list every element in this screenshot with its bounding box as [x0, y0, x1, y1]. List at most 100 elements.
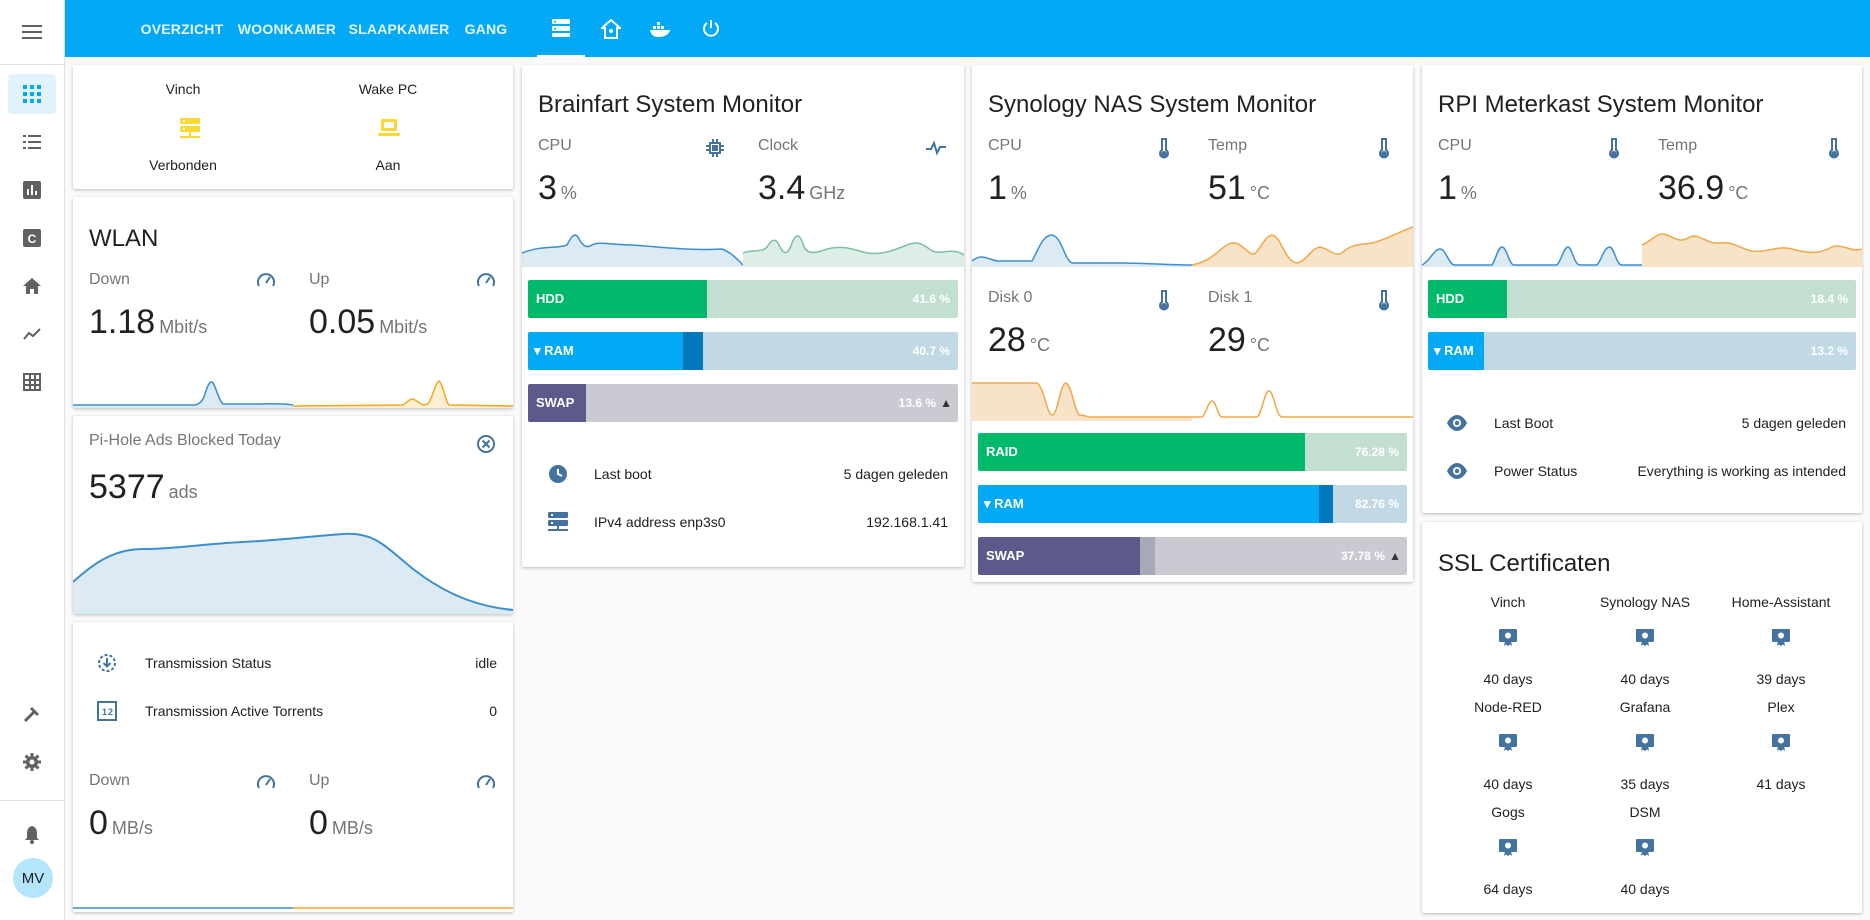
list-icon: [23, 135, 41, 149]
thermometer-icon: [1829, 138, 1839, 159]
ssl-days: 40 days: [1483, 776, 1533, 792]
bar-hdd[interactable]: HDD 41.6 %: [528, 280, 958, 318]
cpu-value: 3%: [538, 169, 577, 207]
last-boot-value: 5 dagen geleden: [843, 466, 948, 482]
speedometer-icon: [257, 775, 275, 789]
sidebar-item-developer-tools[interactable]: [8, 694, 56, 734]
menu-button[interactable]: [0, 0, 64, 65]
power-status-value: Everything is working as intended: [1637, 463, 1846, 479]
docker-icon: [650, 21, 670, 37]
certificate-icon[interactable]: [1635, 627, 1655, 647]
bar-hdd[interactable]: HDD 18.4 %: [1428, 280, 1856, 318]
certificate-icon[interactable]: [1635, 732, 1655, 752]
bar-swap[interactable]: SWAP 13.6 % ▲: [528, 384, 958, 422]
tab-gang[interactable]: GANG: [464, 20, 508, 37]
certificate-icon[interactable]: [1498, 732, 1518, 752]
sidebar-divider: [0, 800, 65, 801]
card-title: Synology NAS System Monitor: [988, 91, 1317, 118]
down-value: 1.18 Mbit/s: [89, 303, 208, 341]
avatar[interactable]: MV: [13, 858, 53, 898]
disk1-label: Disk 1: [1208, 289, 1253, 306]
up-label: Up: [309, 772, 330, 789]
ip-label: IPv4 address enp3s0: [594, 514, 726, 530]
grid-icon: [23, 85, 41, 103]
certificate-icon[interactable]: [1498, 837, 1518, 857]
sidebar-item-home[interactable]: [8, 266, 56, 306]
sidebar-item-settings[interactable]: [8, 742, 56, 782]
ssl-days: 40 days: [1620, 671, 1670, 687]
home-assistant-icon: [601, 18, 621, 39]
speedometer-icon: [477, 775, 495, 789]
sidebar-item-overview[interactable]: [8, 74, 56, 114]
certificate-icon[interactable]: [1771, 627, 1791, 647]
down-value: 0 MB/s: [89, 804, 153, 842]
card-title: RPI Meterkast System Monitor: [1438, 91, 1764, 118]
top-toolbar: OVERZICHT WOONKAMER SLAAPKAMER GANG: [65, 0, 1870, 57]
menu-icon: [22, 25, 42, 39]
synology-disk-sparkline: [972, 382, 1413, 421]
thermometer-icon: [1159, 290, 1169, 311]
pihole-sparkline: [73, 532, 513, 614]
sidebar-item-configurator[interactable]: C: [8, 218, 56, 258]
disk0-label: Disk 0: [988, 289, 1033, 306]
temp-label: Temp: [1658, 137, 1698, 154]
download-circle-icon: [98, 654, 116, 672]
toggle-name-wake-pc: Wake PC: [358, 81, 418, 97]
bar-percent: 13.2 %: [1810, 344, 1848, 358]
tab-overzicht[interactable]: OVERZICHT: [140, 20, 224, 37]
tab-slaapkamer[interactable]: SLAAPKAMER: [348, 20, 450, 37]
tab-server[interactable]: [537, 0, 585, 57]
pulse-icon: [926, 140, 946, 156]
card-title: Brainfart System Monitor: [538, 91, 803, 118]
power-status-label: Power Status: [1494, 463, 1578, 479]
card-title: WLAN: [89, 225, 159, 252]
tab-docker[interactable]: [637, 0, 685, 57]
thermometer-icon: [1379, 290, 1389, 311]
tab-power[interactable]: [687, 0, 735, 57]
ssl-name: Gogs: [1491, 804, 1525, 820]
close-circle-outline-icon: [477, 435, 495, 453]
ssl-name: Home-Assistant: [1731, 594, 1831, 610]
ssl-name: Vinch: [1490, 594, 1526, 610]
bar-percent: 82.76 %: [1354, 497, 1399, 511]
laptop-icon[interactable]: [378, 118, 400, 138]
home-icon: [23, 278, 41, 294]
bar-percent: 37.78 %: [1340, 549, 1385, 563]
ssl-name: Plex: [1767, 699, 1795, 715]
power-icon: [703, 19, 719, 37]
up-value: 0 MB/s: [309, 804, 373, 842]
bar-ram[interactable]: ▾ RAM 13.2 %: [1428, 332, 1856, 370]
ssl-days: 35 days: [1620, 776, 1670, 792]
certificate-icon[interactable]: [1771, 732, 1791, 752]
tab-home-assistant[interactable]: [587, 0, 635, 57]
certificate-icon[interactable]: [1498, 627, 1518, 647]
sidebar-item-history[interactable]: [8, 170, 56, 210]
bar-label: RAID: [986, 444, 1018, 459]
card-title: SSL Certificaten: [1438, 550, 1611, 577]
transmission-status-value: idle: [475, 655, 497, 671]
bar-ram[interactable]: ▾ RAM 40.7 %: [528, 332, 958, 370]
rpi-sparkline: [1422, 233, 1862, 267]
ssl-name: DSM: [1629, 804, 1661, 820]
ssl-days: 40 days: [1620, 881, 1670, 897]
tab-woonkamer[interactable]: WOONKAMER: [237, 20, 337, 37]
brainfart-sparkline: [522, 234, 964, 267]
bar-label: ▾ RAM: [984, 496, 1024, 511]
clock-value: 3.4 GHz: [758, 169, 846, 207]
down-label: Down: [89, 271, 130, 288]
ssl-days: 40 days: [1483, 671, 1533, 687]
sidebar-item-table[interactable]: [8, 362, 56, 402]
toggle-state-wake-pc: Aan: [375, 157, 401, 173]
sidebar-item-notifications[interactable]: [8, 815, 56, 855]
bar-raid[interactable]: RAID 76.28 %: [978, 433, 1407, 471]
bar-swap[interactable]: SWAP 37.78 % ▲: [978, 537, 1407, 575]
certificate-icon[interactable]: [1635, 837, 1655, 857]
eye-icon: [1447, 415, 1467, 431]
server-network-icon[interactable]: [180, 118, 200, 140]
sidebar-item-grafana[interactable]: [8, 314, 56, 354]
bar-ram[interactable]: ▾ RAM 82.76 %: [978, 485, 1407, 523]
down-label: Down: [89, 772, 130, 789]
last-boot-value: 5 dagen geleden: [1741, 415, 1846, 431]
wlan-card: WLAN Down 1.18 Mbit/s Up 0.05 Mbit/s: [73, 197, 513, 408]
sidebar-item-logbook[interactable]: [8, 122, 56, 162]
